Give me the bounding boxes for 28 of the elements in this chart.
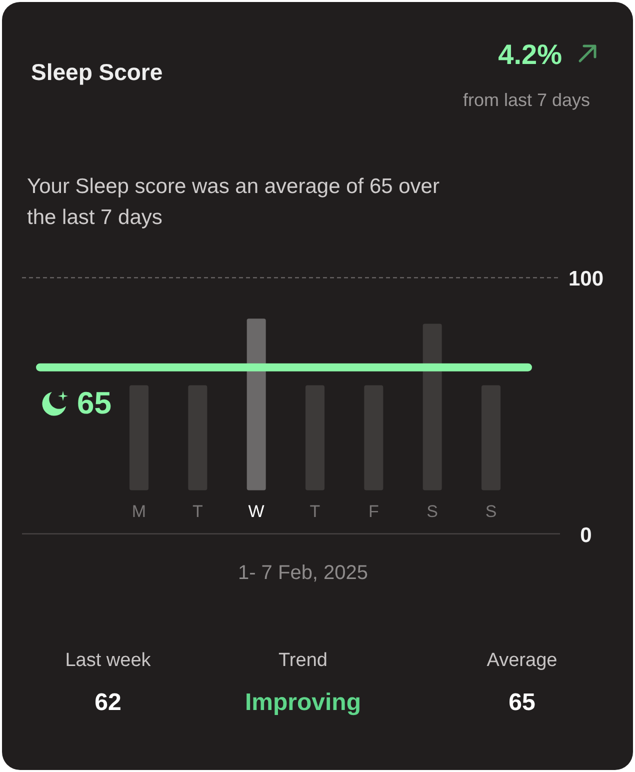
text: Average xyxy=(486,650,558,671)
x-axis-title: 1- 7 Feb, 2025 xyxy=(238,562,368,584)
text: 62 xyxy=(94,689,122,716)
y-tick-label: 100 xyxy=(568,268,604,291)
bar xyxy=(364,385,384,490)
chart-title: Sleep Score xyxy=(31,59,163,85)
x-tick-label: T xyxy=(310,502,320,521)
text: Improving xyxy=(244,689,362,716)
text: from last 7 days xyxy=(462,90,590,110)
text: 65 xyxy=(508,689,536,716)
text: Last week xyxy=(65,650,152,671)
bar xyxy=(246,318,266,490)
x-tick-label: T xyxy=(192,502,203,521)
text: Trend xyxy=(278,650,328,671)
x-tick-label: S xyxy=(426,502,438,521)
bar xyxy=(306,385,324,490)
y-tick-label: 0 xyxy=(580,524,592,547)
bar xyxy=(130,385,148,490)
x-tick-label: F xyxy=(368,502,379,521)
text: 4.2% xyxy=(498,39,562,70)
bar xyxy=(422,324,442,490)
bar xyxy=(482,385,500,490)
x-tick-label: W xyxy=(248,502,264,521)
x-tick-label: S xyxy=(485,502,497,521)
x-tick-label: M xyxy=(132,502,146,521)
chart-subtitle: Your Sleep score was an average of 65 over the last 7 days xyxy=(27,175,440,229)
legend-label: 65 xyxy=(77,385,112,420)
bar xyxy=(188,385,208,490)
